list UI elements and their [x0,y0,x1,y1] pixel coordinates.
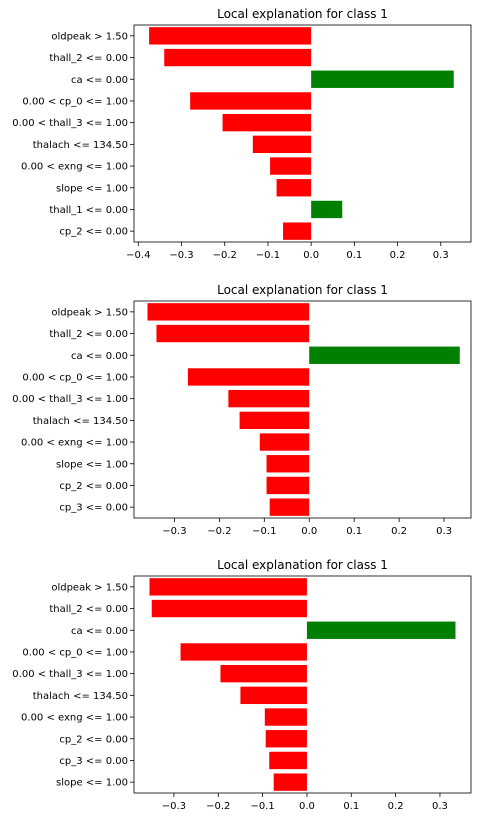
bar [311,200,343,219]
x-tick-label: −0.1 [256,250,280,261]
chart-panel-1: Local explanation for class 1 oldpeak > 1… [12,7,472,261]
category-label: oldpeak > 1.50 [51,582,128,593]
category-label: oldpeak > 1.50 [51,31,128,42]
x-tick-label: −0.3 [169,250,193,261]
category-label: oldpeak > 1.50 [51,307,128,318]
x-tick-label: 0.2 [390,250,406,261]
bar [149,578,307,596]
x-tick-label: 0.2 [391,526,407,537]
bar [309,346,460,364]
category-label: cp_2 <= 0.00 [59,481,128,492]
x-tick-label: −0.2 [213,250,237,261]
category-label: cp_3 <= 0.00 [59,756,128,767]
category-label: thall_1 <= 0.00 [49,205,128,216]
x-tick-label: 0.0 [301,526,317,537]
bar [276,179,312,197]
category-label: thalach <= 134.50 [33,140,128,151]
bar [190,92,312,110]
bar [252,135,312,154]
bar [283,222,312,240]
bar [265,730,307,748]
bar [180,643,307,661]
chart-title: Local explanation for class 1 [217,7,388,21]
category-label: thall_2 <= 0.00 [49,329,128,340]
category-label: slope <= 1.00 [56,459,128,470]
x-tick-label: −0.1 [250,801,274,812]
plot-frame [133,300,472,519]
bar [269,498,310,516]
category-label: cp_2 <= 0.00 [59,227,128,238]
category-label: ca <= 0.00 [71,75,128,86]
x-tick-label: −0.1 [252,526,276,537]
plot-frame [133,24,472,243]
x-tick-label: −0.2 [207,526,231,537]
category-label: cp_3 <= 0.00 [59,503,128,514]
category-label: 0.00 < thall_3 <= 1.00 [12,118,128,129]
chart-title: Local explanation for class 1 [217,558,388,572]
x-tick-label: 0.3 [432,801,448,812]
category-label: cp_2 <= 0.00 [59,734,128,745]
chart-title: Local explanation for class 1 [217,283,388,297]
plot-frame [133,575,472,794]
bar [311,70,454,88]
category-label: 0.00 < cp_0 <= 1.00 [22,647,128,658]
category-label: slope <= 1.00 [56,183,128,194]
x-tick-label: 0.0 [303,250,319,261]
chart-panel-3: Local explanation for class 1 oldpeak > 1… [12,558,472,812]
bar [306,621,456,639]
category-label: thalach <= 134.50 [33,691,128,702]
x-tick-label: −0.2 [206,801,230,812]
category-label: ca <= 0.00 [71,626,128,637]
bar [273,773,307,791]
category-label: ca <= 0.00 [71,351,128,362]
x-tick-label: −0.3 [162,526,186,537]
category-label: thall_2 <= 0.00 [49,604,128,615]
bar [259,433,310,451]
category-label: 0.00 < cp_0 <= 1.00 [22,96,128,107]
category-label: 0.00 < exng <= 1.00 [21,162,128,173]
x-tick-label: 0.1 [343,801,359,812]
chart-panel-2: Local explanation for class 1 oldpeak > 1… [12,283,472,537]
bar [147,303,310,321]
bar [151,599,307,618]
category-label: 0.00 < exng <= 1.00 [21,713,128,724]
category-label: slope <= 1.00 [56,778,128,789]
bar [240,686,307,705]
bar [187,368,310,386]
category-label: 0.00 < cp_0 <= 1.00 [22,372,128,383]
bar [239,411,310,430]
x-tick-label: 0.2 [388,801,404,812]
bar [269,751,307,770]
x-tick-label: 0.3 [433,250,449,261]
x-tick-label: −0.4 [126,250,150,261]
x-tick-label: −0.3 [162,801,186,812]
bar [164,48,312,67]
x-tick-label: 0.1 [346,250,362,261]
bar [149,27,312,45]
category-label: 0.00 < thall_3 <= 1.00 [12,394,128,405]
bar [222,113,312,132]
x-tick-label: 0.3 [436,526,452,537]
x-tick-label: 0.0 [299,801,315,812]
category-label: thall_2 <= 0.00 [49,53,128,64]
x-tick-label: 0.1 [346,526,362,537]
bar [266,455,310,473]
bar [270,157,312,175]
bar [266,476,310,495]
bar [228,389,310,408]
bar [264,708,307,726]
category-label: thalach <= 134.50 [33,416,128,427]
bar [156,324,310,343]
bar [220,664,307,683]
category-label: 0.00 < thall_3 <= 1.00 [12,669,128,680]
category-label: 0.00 < exng <= 1.00 [21,438,128,449]
